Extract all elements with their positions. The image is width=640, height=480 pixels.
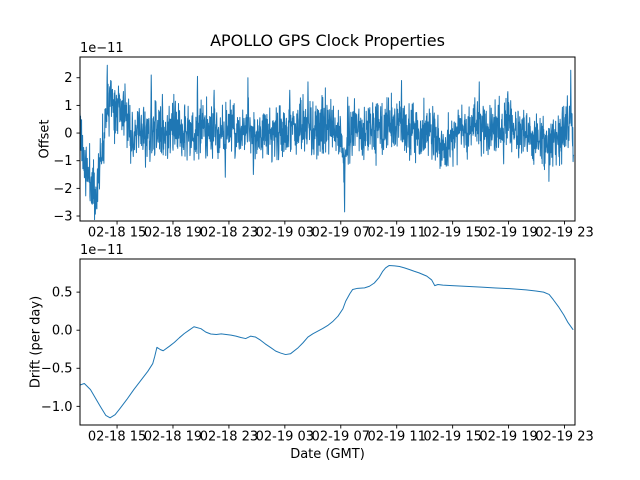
top-y-axis-label: Offset: [37, 119, 53, 159]
y-tick-label: −1: [53, 154, 72, 169]
x-tick-label: 02-19 11: [367, 429, 425, 444]
x-tick-label: 02-19 23: [535, 225, 593, 240]
chart-title: APOLLO GPS Clock Properties: [210, 31, 445, 50]
x-tick-label: 02-19 19: [479, 225, 537, 240]
y-tick-label: −1.0: [41, 400, 73, 415]
x-tick-label: 02-19 19: [479, 429, 537, 444]
x-tick-label: 02-18 23: [200, 225, 258, 240]
x-tick-label: 02-19 15: [423, 429, 481, 444]
x-tick-label: 02-19 07: [312, 225, 370, 240]
y-tick-label: −0.5: [41, 362, 73, 377]
y-tick-label: −2: [53, 182, 72, 197]
x-axis-label: Date (GMT): [290, 447, 365, 462]
x-tick-label: 02-19 03: [256, 429, 314, 444]
x-tick-label: 02-19 03: [256, 225, 314, 240]
y-tick-label: 1: [64, 99, 72, 114]
y-tick-label: 0.5: [52, 286, 73, 301]
x-tick-label: 02-18 15: [88, 225, 146, 240]
x-tick-label: 02-19 15: [423, 225, 481, 240]
y-tick-label: 2: [64, 71, 72, 86]
clock-offset-line: [80, 64, 575, 221]
x-tick-label: 02-19 07: [312, 429, 370, 444]
y-tick-label: 0: [64, 126, 72, 141]
x-tick-label: 02-19 11: [367, 225, 425, 240]
x-tick-label: 02-19 23: [535, 429, 593, 444]
x-tick-label: 02-18 15: [88, 429, 146, 444]
x-tick-label: 02-18 19: [144, 429, 202, 444]
bottom-y-scale-factor-label: 1e−11: [80, 243, 124, 258]
axes-1-frame: [79, 56, 576, 222]
top-y-scale-factor-label: 1e−11: [80, 41, 124, 56]
y-tick-label: −3: [53, 209, 72, 224]
bottom-y-axis-label: Drift (per day): [28, 295, 44, 389]
x-tick-label: 02-18 23: [200, 429, 258, 444]
axes-2-frame: [79, 258, 576, 426]
clock-drift-line: [80, 265, 574, 419]
y-tick-label: 0.0: [52, 324, 73, 339]
x-tick-label: 02-18 19: [144, 225, 202, 240]
